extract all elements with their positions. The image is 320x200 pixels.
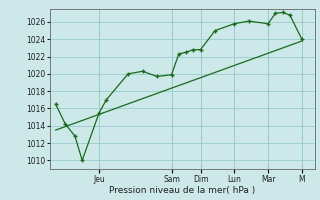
- X-axis label: Pression niveau de la mer( hPa ): Pression niveau de la mer( hPa ): [109, 186, 256, 195]
